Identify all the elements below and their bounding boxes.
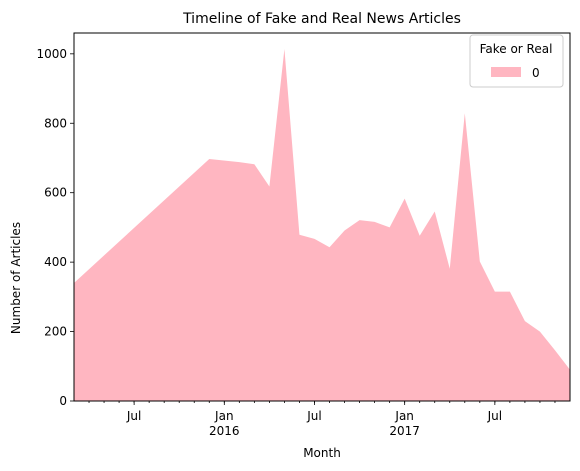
legend: Fake or Real 0 bbox=[469, 34, 564, 88]
x-axis-label: Month bbox=[303, 446, 341, 460]
x-tick-label: Jan bbox=[394, 409, 414, 423]
plot-frame bbox=[73, 32, 571, 402]
chart-title: Timeline of Fake and Real News Articles bbox=[182, 11, 461, 27]
legend-title: Fake or Real bbox=[480, 42, 553, 56]
y-tick-label: 600 bbox=[44, 186, 67, 200]
legend-entry-label: 0 bbox=[532, 66, 540, 80]
y-axis: 0 200 400 600 800 1000 bbox=[36, 47, 74, 408]
x-tick-label: Jul bbox=[306, 409, 321, 423]
x-tick-label: Jul bbox=[126, 409, 141, 423]
plot-area bbox=[73, 32, 571, 402]
x-tick-label: Jan bbox=[214, 409, 234, 423]
y-tick-label: 800 bbox=[44, 116, 67, 130]
area-series-0 bbox=[74, 48, 570, 401]
x-tick-label: Jul bbox=[487, 409, 502, 423]
x-tick-year-label: 2016 bbox=[209, 424, 240, 438]
x-tick-year-label: 2017 bbox=[389, 424, 420, 438]
legend-swatch bbox=[491, 67, 521, 77]
y-tick-label: 400 bbox=[44, 255, 67, 269]
y-axis-label: Number of Articles bbox=[9, 222, 23, 334]
y-tick-label: 200 bbox=[44, 325, 67, 339]
y-tick-label: 1000 bbox=[36, 47, 67, 61]
y-tick-label: 0 bbox=[59, 394, 67, 408]
